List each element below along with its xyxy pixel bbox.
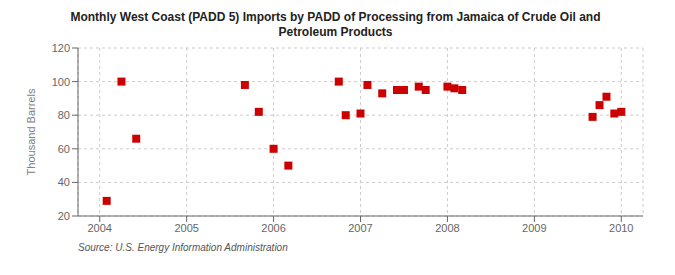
- svg-text:120: 120: [52, 42, 70, 54]
- svg-text:80: 80: [58, 109, 70, 121]
- svg-text:2006: 2006: [261, 222, 285, 234]
- svg-text:40: 40: [58, 176, 70, 188]
- html-text:Monthly West Coast (PADD 5) Im: Monthly West Coast (PADD 5) Imports by P…: [70, 10, 601, 24]
- svg-text:20: 20: [58, 210, 70, 222]
- svg-text:2004: 2004: [87, 222, 111, 234]
- svg-text:Thousand Barrels: Thousand Barrels: [25, 88, 37, 175]
- svg-text:2008: 2008: [435, 222, 459, 234]
- svg-text:2009: 2009: [522, 222, 546, 234]
- svg-text:2010: 2010: [609, 222, 633, 234]
- html-text:Source: U.S. Energy Informatio: Source: U.S. Energy Information Administ…: [78, 242, 288, 253]
- svg-text:2007: 2007: [348, 222, 372, 234]
- svg-text:60: 60: [58, 143, 70, 155]
- svg-text:100: 100: [52, 76, 70, 88]
- html-text:Petroleum Products: Petroleum Products: [278, 25, 393, 39]
- svg-text:2005: 2005: [174, 222, 198, 234]
